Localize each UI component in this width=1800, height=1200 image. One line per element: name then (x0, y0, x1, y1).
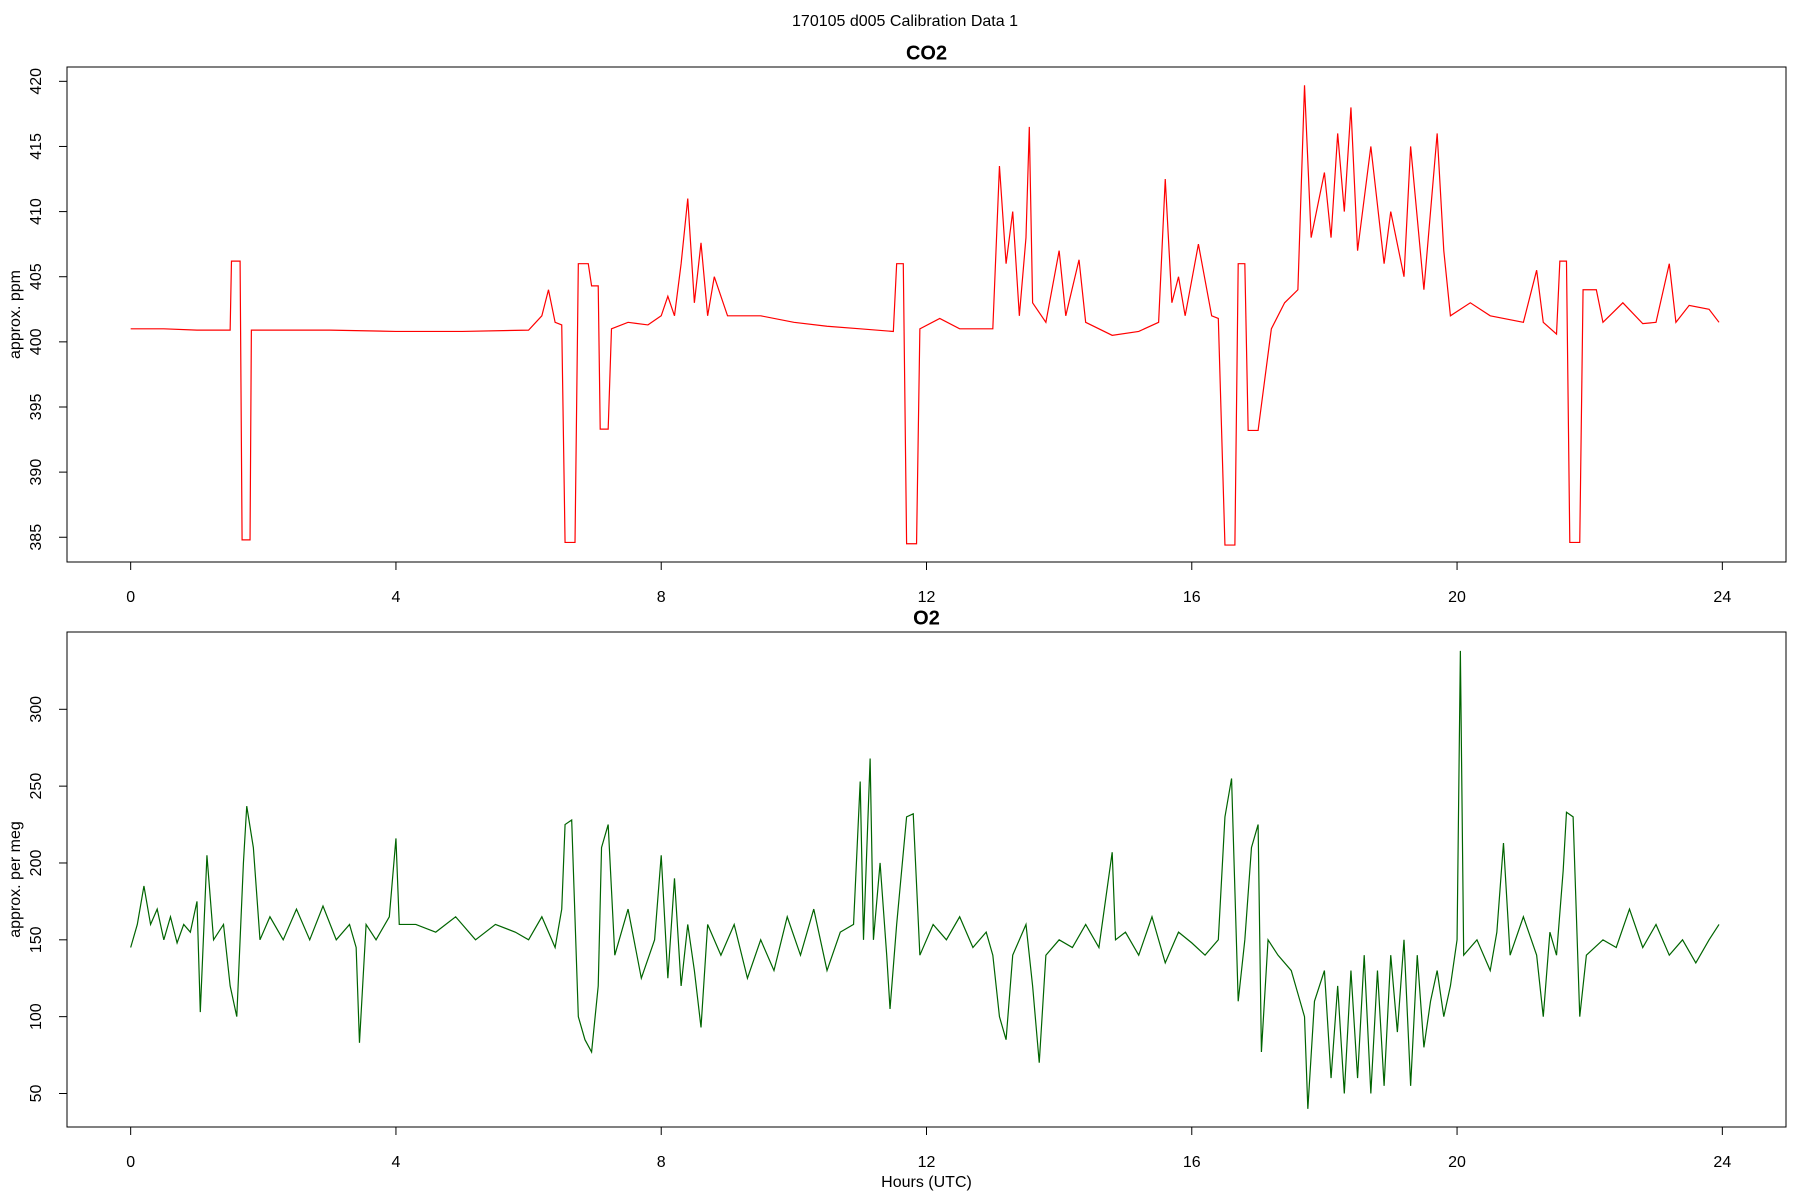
x-tick-label: 8 (657, 589, 666, 606)
y-tick-label: 390 (28, 459, 45, 486)
data-line (130, 650, 1720, 1109)
x-tick-label: 12 (918, 1154, 936, 1171)
y-tick-label: 405 (28, 263, 45, 290)
plot-frame (66, 631, 1787, 1128)
x-tick-label: 20 (1448, 1154, 1466, 1171)
y-tick-label: 400 (28, 328, 45, 355)
y-tick-label: 415 (28, 133, 45, 160)
y-tick-label: 410 (28, 198, 45, 225)
x-axis-label: Hours (UTC) (881, 1174, 972, 1191)
x-tick-label: 4 (391, 1154, 400, 1171)
y-axis-label: approx. per meg (7, 821, 24, 938)
chart-title: CO2 (906, 42, 947, 64)
plot-frame (66, 66, 1787, 563)
x-tick-label: 24 (1713, 589, 1731, 606)
y-tick-label: 150 (28, 926, 45, 953)
x-tick-label: 12 (918, 589, 936, 606)
x-tick-label: 0 (126, 1154, 135, 1171)
x-tick-label: 20 (1448, 589, 1466, 606)
data-line (130, 85, 1720, 546)
x-tick-label: 4 (391, 589, 400, 606)
y-tick-label: 200 (28, 850, 45, 877)
x-tick-label: 8 (657, 1154, 666, 1171)
x-tick-label: 16 (1183, 589, 1201, 606)
y-tick-label: 395 (28, 394, 45, 421)
y-tick-label: 300 (28, 696, 45, 723)
y-tick-label: 420 (28, 68, 45, 95)
y-tick-label: 100 (28, 1003, 45, 1030)
y-tick-label: 50 (28, 1084, 45, 1102)
x-tick-label: 16 (1183, 1154, 1201, 1171)
chart-title: O2 (913, 607, 940, 629)
x-tick-label: 0 (126, 589, 135, 606)
x-tick-label: 24 (1713, 1154, 1731, 1171)
y-tick-label: 385 (28, 524, 45, 551)
y-axis-label: approx. ppm (7, 270, 24, 359)
figure-title: 170105 d005 Calibration Data 1 (792, 13, 1018, 30)
y-tick-label: 250 (28, 773, 45, 800)
